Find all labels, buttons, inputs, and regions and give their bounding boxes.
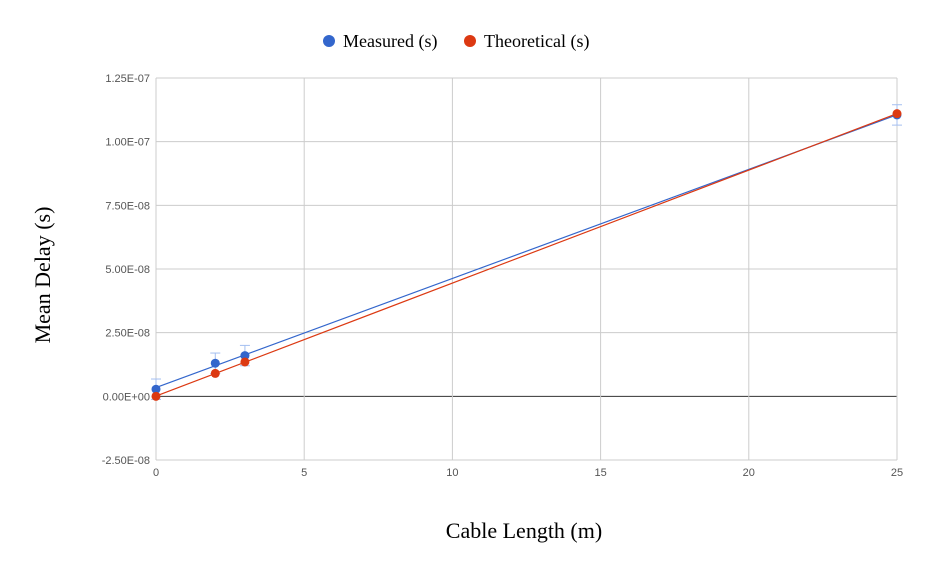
x-tick-label: 15 — [594, 467, 606, 479]
legend-marker-measured — [323, 35, 335, 47]
data-point-theoretical — [210, 368, 220, 378]
data-point-theoretical — [892, 109, 902, 119]
data-point-theoretical — [151, 391, 161, 401]
x-tick-label: 0 — [153, 467, 159, 479]
x-axis-title: Cable Length (m) — [446, 518, 602, 543]
legend: Measured (s) Theoretical (s) — [323, 31, 589, 52]
y-tick-label: 1.00E-07 — [105, 137, 150, 149]
y-tick-label: -2.50E-08 — [102, 455, 150, 467]
trendline-theoretical — [155, 113, 898, 397]
legend-marker-theoretical — [464, 35, 476, 47]
grid-lines — [155, 77, 898, 461]
x-tick-label: 20 — [743, 467, 755, 479]
tick-labels: 1.25E-07 1.00E-07 7.50E-08 5.00E-08 2.50E-08… — [102, 73, 903, 479]
plot-area — [151, 104, 902, 401]
y-tick-label: 5.00E-08 — [105, 264, 150, 276]
data-point-measured — [151, 384, 161, 394]
data-point-measured — [240, 351, 250, 361]
y-tick-label: 2.50E-08 — [105, 328, 150, 340]
x-tick-label: 10 — [446, 467, 458, 479]
y-tick-label: 0.00E+00 — [103, 391, 150, 403]
y-axis-title: Mean Delay (s) — [30, 207, 55, 344]
data-point-measured — [210, 358, 220, 368]
legend-label-theoretical: Theoretical (s) — [484, 31, 589, 52]
y-tick-label: 7.50E-08 — [105, 200, 150, 212]
legend-label-measured: Measured (s) — [343, 31, 437, 52]
x-tick-label: 25 — [891, 467, 903, 479]
x-tick-label: 5 — [301, 467, 307, 479]
y-tick-label: 1.25E-07 — [105, 73, 150, 85]
data-point-theoretical — [240, 357, 250, 367]
